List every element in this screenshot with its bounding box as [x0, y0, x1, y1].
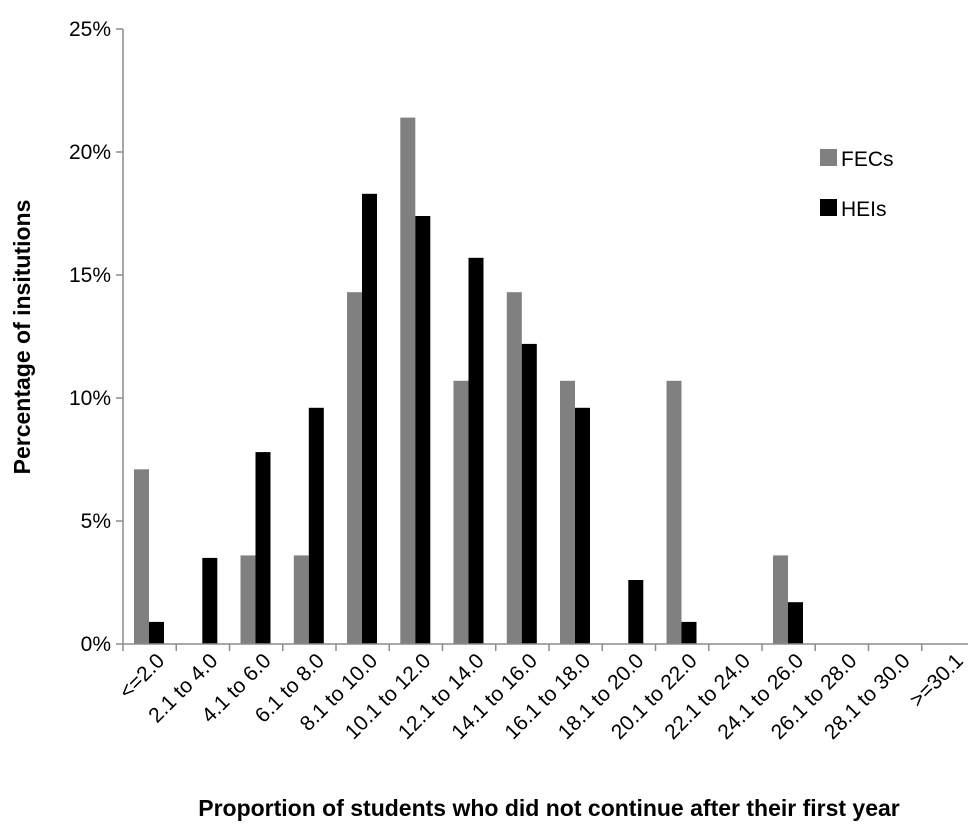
x-tick-labels: <=2.02.1 to 4.04.1 to 6.06.1 to 8.08.1 t…	[115, 649, 968, 744]
y-tick-label-1: 5%	[81, 510, 111, 533]
bars-layer	[134, 117, 803, 645]
bar-fecs-3	[293, 555, 309, 644]
y-tick-label-4: 20%	[69, 141, 111, 164]
x-axis-title: Proportion of students who did not conti…	[198, 795, 900, 821]
bar-heis-0	[149, 621, 164, 644]
bar-fecs-10	[666, 380, 682, 644]
bar-fecs-12	[773, 555, 788, 644]
legend-swatch-heis	[820, 199, 837, 216]
bar-heis-1	[202, 557, 218, 644]
axes-layer	[116, 28, 968, 651]
y-tick-label-2: 10%	[69, 387, 111, 410]
bar-heis-3	[308, 407, 324, 644]
bar-heis-9	[628, 580, 644, 644]
y-tick-label-3: 15%	[69, 264, 111, 287]
legend: FECs HEIs	[820, 148, 894, 221]
bar-fecs-0	[134, 469, 149, 644]
bar-fecs-2	[240, 555, 256, 644]
bar-heis-4	[362, 193, 377, 645]
y-tick-label-5: 25%	[69, 18, 111, 41]
y-tick-labels: 0% 5% 10% 15% 20% 25%	[69, 18, 111, 656]
bar-heis-2	[255, 452, 271, 644]
bar-fecs-5	[400, 117, 416, 645]
legend-label-heis: HEIs	[841, 198, 887, 221]
legend-swatch-fecs	[820, 149, 837, 166]
bar-fecs-6	[453, 380, 469, 644]
y-axis-title: Percentage of insitutions	[9, 200, 35, 475]
bar-heis-12	[788, 602, 803, 644]
bar-heis-6	[468, 257, 484, 644]
bar-fecs-4	[347, 292, 362, 644]
bar-heis-7	[521, 343, 537, 644]
bar-heis-5	[415, 216, 431, 644]
bar-heis-10	[681, 621, 697, 644]
bar-heis-8	[575, 407, 590, 644]
legend-label-fecs: FECs	[841, 148, 894, 171]
y-tick-label-0: 0%	[81, 633, 111, 656]
x-tick-label-15: >=30.1	[905, 649, 968, 712]
bar-fecs-7	[506, 292, 522, 644]
bar-fecs-8	[560, 380, 575, 644]
